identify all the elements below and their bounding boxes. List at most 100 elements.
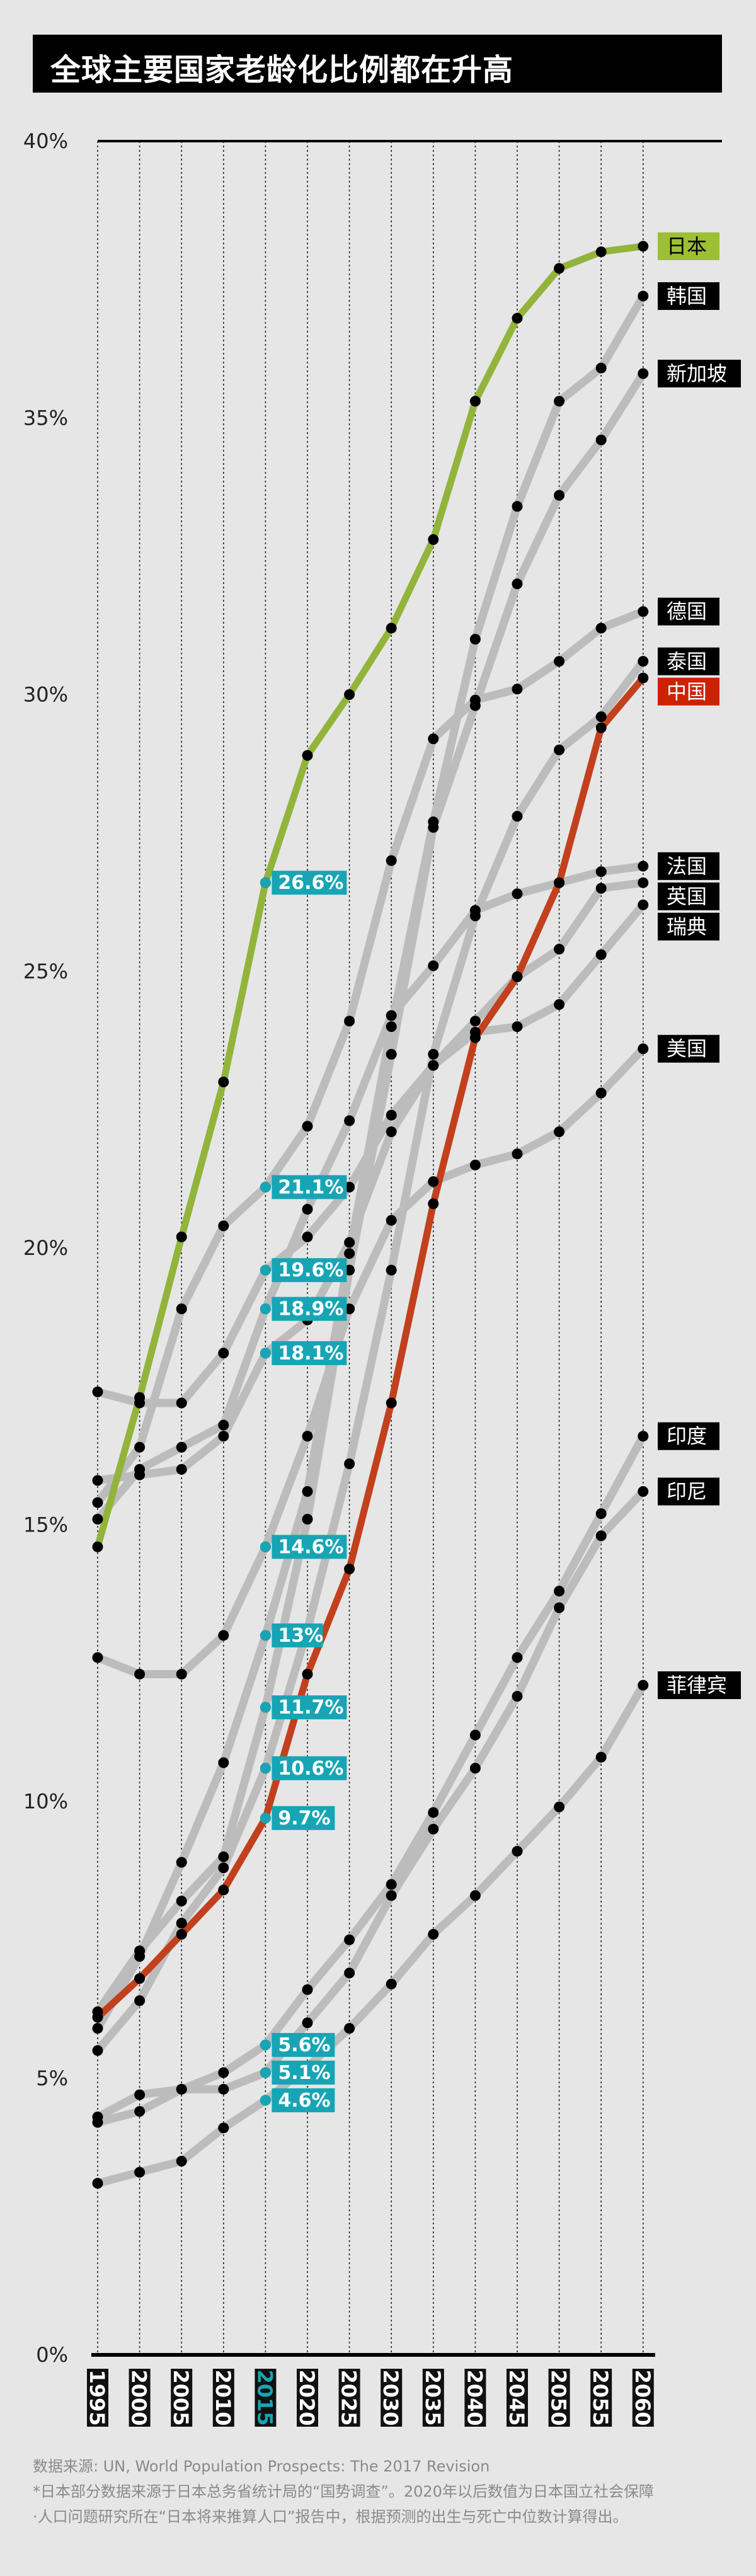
series-line	[93, 607, 648, 1507]
data-point	[595, 1751, 607, 1763]
data-point	[595, 883, 607, 894]
series-label-text: 中国	[667, 680, 707, 704]
data-point	[638, 656, 649, 667]
data-point	[554, 1801, 565, 1812]
x-tick-box	[338, 2369, 360, 2427]
footnote-line-2: ·人口问题研究所在“日本将来推算人口”报告中，根据预测的出生与死亡中位数计算得出…	[33, 2508, 628, 2526]
data-point	[134, 1668, 146, 1680]
x-tick-label: 2050	[547, 2369, 571, 2427]
highlight-value-label: 9.7%	[260, 1806, 335, 1830]
series-label-text: 日本	[667, 234, 707, 258]
x-tick-label: 2060	[631, 2369, 655, 2427]
y-tick-label: 0%	[36, 2343, 68, 2367]
x-tick-text: 2020	[295, 2369, 319, 2425]
title-bar: 全球主要国家老龄化比例都在升高	[33, 35, 722, 93]
data-point	[638, 368, 649, 379]
series-label: 英国	[658, 882, 719, 910]
data-point	[428, 1823, 439, 1835]
data-point	[469, 905, 481, 916]
data-point	[344, 2023, 355, 2034]
series-label-box	[658, 852, 719, 880]
data-point	[218, 1862, 229, 1874]
data-point	[512, 1021, 523, 1033]
data-point	[92, 2111, 103, 2122]
data-point	[92, 2023, 103, 2034]
data-point	[302, 1668, 313, 1680]
data-point	[92, 2045, 103, 2056]
series-label: 美国	[658, 1034, 719, 1063]
footer: 数据来源: UN, World Population Prospects: Th…	[33, 2454, 722, 2529]
highlight-point	[260, 2095, 271, 2106]
data-point	[134, 1392, 146, 1403]
data-point	[469, 1890, 481, 1901]
y-tick-label: 10%	[23, 1790, 68, 1814]
highlight-point	[260, 2067, 271, 2078]
highlight-value-text: 5.6%	[278, 2034, 330, 2056]
highlight-point	[260, 877, 271, 888]
series-label-text: 菲律宾	[667, 1673, 727, 1697]
data-point	[176, 1928, 187, 1940]
highlight-value-box	[272, 1535, 347, 1559]
x-tick-text: 2025	[337, 2369, 361, 2425]
series-label-box	[658, 677, 719, 706]
data-point	[512, 501, 523, 512]
series-line	[93, 292, 648, 2033]
data-point	[595, 1087, 607, 1099]
data-point	[554, 1602, 565, 1613]
data-point	[92, 1541, 103, 1552]
data-point	[302, 1204, 313, 1215]
data-point	[554, 744, 565, 755]
data-point	[176, 1668, 187, 1680]
data-point	[344, 1458, 355, 1470]
data-point	[386, 1978, 397, 1989]
data-point	[386, 855, 397, 866]
highlight-value-label: 5.6%	[260, 2033, 335, 2058]
y-tick-label: 30%	[23, 683, 68, 707]
data-point	[218, 2083, 229, 2095]
data-point	[218, 1076, 229, 1087]
data-point	[638, 861, 649, 872]
highlight-value-label: 21.1%	[260, 1175, 347, 1199]
footnote-line-1: *日本部分数据来源于日本总务省统计局的“国势调查”。2020年以后数值为日本国立…	[33, 2483, 654, 2500]
data-point	[638, 1680, 649, 1691]
data-point	[92, 1497, 103, 1508]
data-point	[512, 971, 523, 983]
chart-title: 全球主要国家老龄化比例都在升高	[50, 52, 514, 88]
data-point	[176, 1857, 187, 1868]
series-label-text: 美国	[667, 1037, 707, 1061]
data-point	[469, 634, 481, 645]
highlight-value-text: 4.6%	[278, 2090, 330, 2112]
x-tick-box	[171, 2369, 193, 2427]
x-tick-label: 2000	[127, 2369, 151, 2427]
data-point	[344, 1115, 355, 1126]
data-point	[638, 672, 649, 684]
data-point	[428, 960, 439, 971]
x-tick-box	[422, 2369, 444, 2427]
highlight-point	[260, 1348, 271, 1359]
data-point	[386, 1879, 397, 1890]
data-point	[428, 1049, 439, 1060]
x-tick-label: 1995	[85, 2369, 109, 2427]
x-tick-label: 2020	[295, 2369, 319, 2427]
data-point	[595, 246, 607, 258]
x-tick-box	[212, 2369, 234, 2427]
highlight-value-label: 4.6%	[260, 2088, 335, 2112]
x-tick-box	[507, 2369, 528, 2427]
data-point	[218, 2067, 229, 2078]
data-point	[218, 1851, 229, 1862]
data-point	[134, 1469, 146, 1480]
data-point	[428, 1060, 439, 1071]
data-point	[344, 1564, 355, 1575]
data-point	[469, 396, 481, 407]
series-line	[93, 1681, 648, 2188]
highlight-value-box	[272, 1297, 347, 1321]
data-point	[638, 606, 649, 617]
data-point	[512, 1846, 523, 1857]
series-label: 中国	[658, 677, 719, 706]
data-point	[428, 1928, 439, 1940]
x-tick-label: 2035	[421, 2369, 445, 2427]
data-point	[512, 1652, 523, 1663]
data-point	[512, 1148, 523, 1160]
x-tick-text: 2055	[588, 2369, 612, 2425]
data-point	[595, 722, 607, 733]
